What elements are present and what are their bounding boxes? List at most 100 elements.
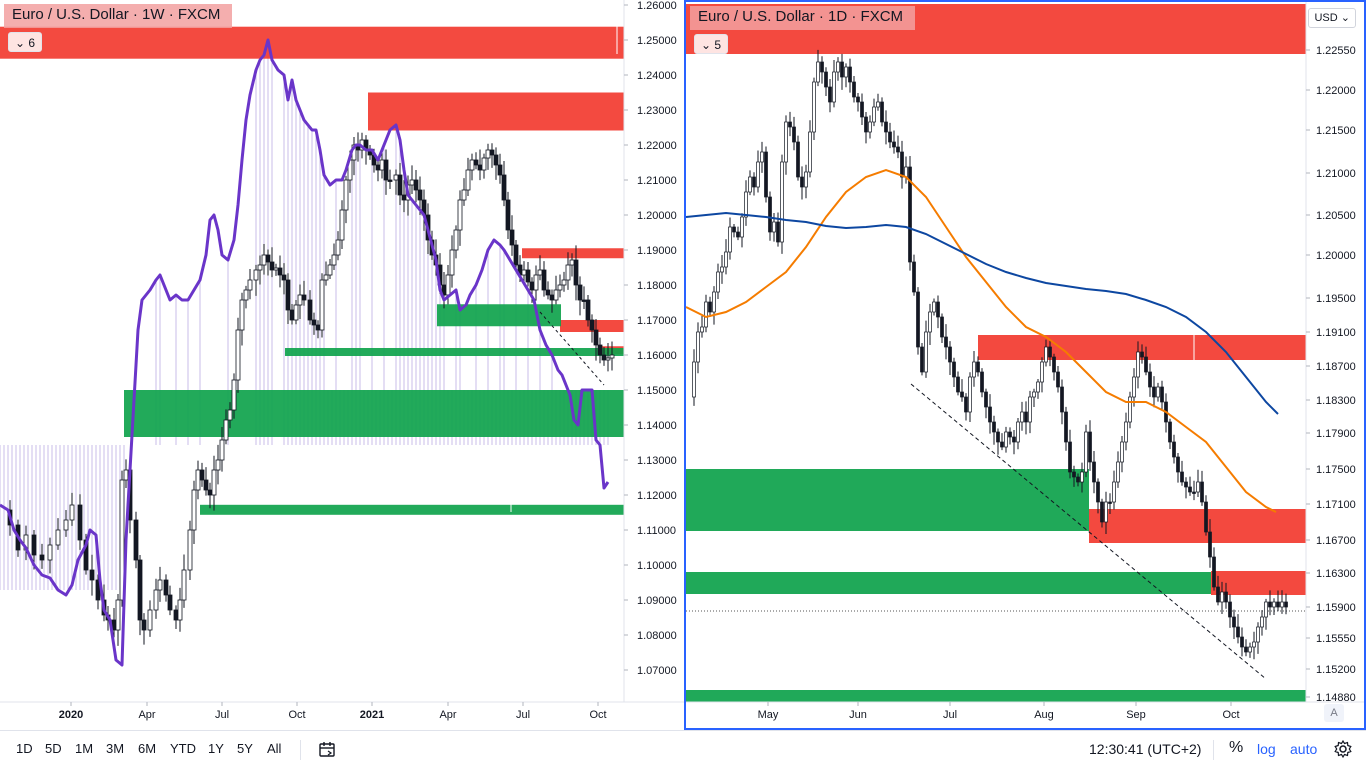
candle-body bbox=[704, 301, 708, 328]
weekly-chart-canvas[interactable]: 1.26000 1.25000 1.24000 1.23000 1.22000 1.210… bbox=[0, 0, 684, 730]
candle-body bbox=[47, 544, 53, 561]
candle-body bbox=[211, 469, 217, 496]
weekly-time-axis: 2020 Apr Jul Oct 2021 Apr Jul Oct bbox=[0, 701, 684, 721]
candle-body bbox=[505, 199, 511, 231]
weekly-indicator-line bbox=[0, 38, 610, 667]
candle-body bbox=[243, 289, 249, 301]
candle-body bbox=[265, 254, 271, 263]
weekly-time-label: Jul bbox=[215, 709, 229, 721]
candle-body bbox=[1084, 431, 1088, 473]
timeframe-1d-button[interactable]: 1D bbox=[16, 741, 33, 756]
weekly-plot-area bbox=[0, 22, 624, 667]
daily-chart-title: Euro / U.S. Dollar · 1D · FXCM bbox=[698, 8, 904, 25]
timeframe-all-button[interactable]: All bbox=[267, 741, 282, 756]
candle-body bbox=[157, 579, 163, 591]
daily-price-label: 1.15900 bbox=[1316, 602, 1356, 614]
candle-body bbox=[776, 221, 780, 243]
weekly-price-label: 1.15000 bbox=[637, 385, 677, 397]
timeframe-6m-button[interactable]: 6M bbox=[138, 741, 157, 756]
weekly-chart-pane[interactable]: 1.26000 1.25000 1.24000 1.23000 1.22000 1.210… bbox=[0, 0, 684, 730]
candle-body bbox=[812, 81, 816, 133]
weekly-price-label: 1.16000 bbox=[637, 350, 677, 362]
chevron-down-icon: ⌄ bbox=[1340, 12, 1350, 24]
auto-scale-button[interactable]: A bbox=[1324, 704, 1344, 722]
weekly-price-label: 1.24000 bbox=[637, 70, 677, 82]
timeframe-3m-button[interactable]: 3M bbox=[106, 741, 125, 756]
currency-select[interactable]: USD ⌄ bbox=[1308, 8, 1356, 28]
candle-body bbox=[489, 149, 495, 156]
daily-chart-legend[interactable]: Euro / U.S. Dollar · 1D · FXCM bbox=[690, 6, 916, 30]
daily-fast-ma-line bbox=[686, 168, 1277, 513]
daily-price-label: 1.19100 bbox=[1316, 327, 1356, 339]
candle-body bbox=[77, 504, 83, 541]
timeframe-1y-button[interactable]: 1Y bbox=[208, 741, 224, 756]
candle-body bbox=[944, 336, 948, 348]
candle-body bbox=[39, 554, 45, 561]
candle-body bbox=[493, 154, 499, 166]
candle-body bbox=[269, 261, 275, 271]
candle-body bbox=[55, 529, 61, 546]
candle-body bbox=[315, 324, 321, 331]
candle-body bbox=[800, 176, 804, 188]
candle-body bbox=[89, 569, 95, 581]
weekly-indicators-collapse-button[interactable]: ⌄ 6 bbox=[8, 32, 43, 52]
candle-body bbox=[573, 259, 579, 286]
candle-body bbox=[1252, 641, 1256, 648]
candle-body bbox=[1044, 346, 1048, 363]
candle-body bbox=[343, 179, 349, 211]
candle-body bbox=[285, 279, 291, 311]
candle-body bbox=[533, 274, 539, 291]
candle-body bbox=[529, 281, 535, 291]
candle-body bbox=[868, 121, 872, 133]
daily-indicators-collapse-button[interactable]: ⌄ 5 bbox=[694, 34, 729, 54]
candle-body bbox=[1020, 411, 1024, 423]
timeframe-5d-button[interactable]: 5D bbox=[45, 741, 62, 756]
weekly-price-label: 1.13000 bbox=[637, 455, 677, 467]
candle-body bbox=[569, 259, 575, 266]
candle-body bbox=[69, 504, 75, 521]
weekly-chart-legend[interactable]: Euro / U.S. Dollar · 1W · FXCM bbox=[4, 4, 233, 28]
candle-body bbox=[1036, 381, 1040, 393]
log-scale-button[interactable]: log bbox=[1257, 741, 1276, 757]
daily-candles bbox=[692, 49, 1288, 660]
candle-body bbox=[457, 199, 463, 231]
weekly-time-label: 2021 bbox=[360, 709, 384, 721]
daily-chart-canvas[interactable]: 1.22550 1.22000 1.21500 1.21000 1.20500 1.200… bbox=[686, 2, 1364, 728]
candle-body bbox=[311, 319, 317, 326]
date-range-icon[interactable] bbox=[318, 741, 336, 759]
candle-body bbox=[1136, 351, 1140, 378]
timeframe-ytd-button[interactable]: YTD bbox=[170, 741, 196, 756]
timeframe-1m-button[interactable]: 1M bbox=[75, 741, 94, 756]
candle-body bbox=[31, 534, 37, 556]
clock-display[interactable]: 12:30:41 (UTC+2) bbox=[1089, 741, 1202, 757]
weekly-time-label: Jul bbox=[516, 709, 530, 721]
candle-body bbox=[1128, 396, 1132, 423]
candle-body bbox=[173, 609, 179, 621]
candle-body bbox=[992, 421, 996, 433]
candle-body bbox=[133, 519, 139, 561]
candle-body bbox=[379, 159, 385, 171]
candle-body bbox=[509, 229, 515, 246]
timeframe-5y-button[interactable]: 5Y bbox=[237, 741, 253, 756]
gear-icon[interactable] bbox=[1333, 739, 1353, 759]
candle-body bbox=[1108, 501, 1112, 504]
candle-body bbox=[473, 159, 479, 166]
candle-body bbox=[181, 569, 187, 601]
candle-body bbox=[465, 169, 471, 191]
candle-body bbox=[163, 579, 169, 596]
candle-body bbox=[1212, 556, 1216, 588]
candle-body bbox=[952, 361, 956, 378]
candle-body bbox=[597, 344, 603, 356]
daily-plot-area bbox=[686, 4, 1306, 702]
candle-body bbox=[231, 379, 237, 411]
candle-body bbox=[577, 284, 583, 301]
candle-body bbox=[501, 174, 507, 201]
auto-scale-toggle[interactable]: auto bbox=[1290, 741, 1318, 757]
daily-time-label: Jul bbox=[943, 709, 957, 721]
percent-scale-button[interactable]: % bbox=[1229, 739, 1244, 756]
candle-body bbox=[553, 289, 559, 301]
chevron-down-icon: ⌄ bbox=[701, 38, 712, 52]
candle-body bbox=[788, 121, 792, 128]
candle-body bbox=[696, 331, 700, 363]
daily-chart-pane[interactable]: 1.22550 1.22000 1.21500 1.21000 1.20500 1.200… bbox=[684, 0, 1366, 730]
